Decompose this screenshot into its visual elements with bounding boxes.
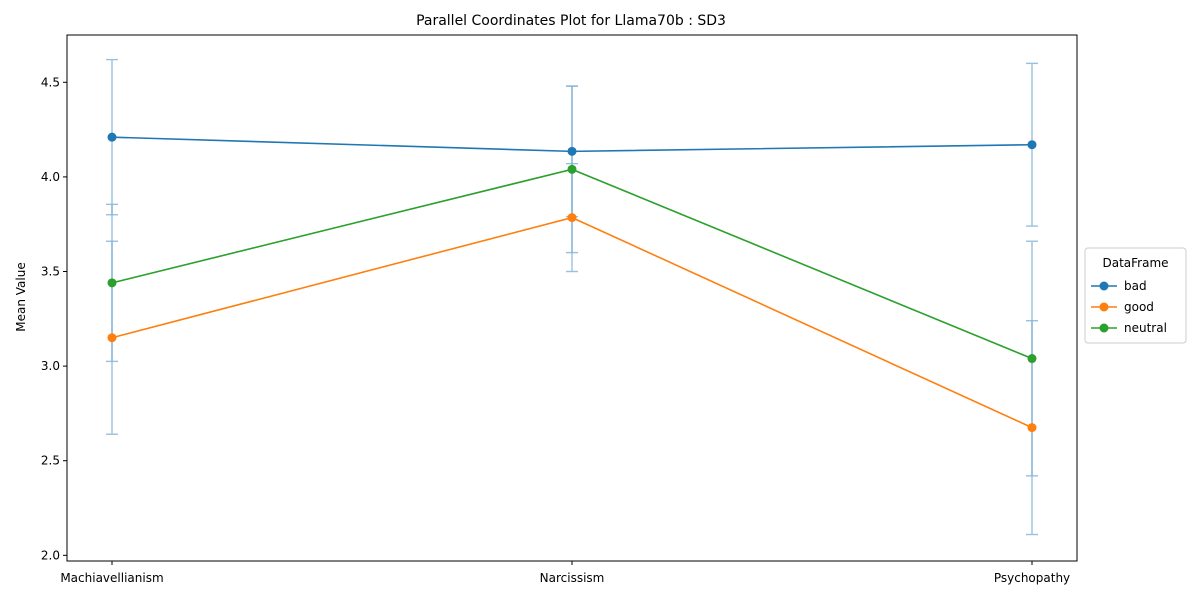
y-tick-label: 2.5 xyxy=(41,454,60,468)
legend: DataFrame bad good neutral xyxy=(1084,247,1187,344)
data-point-bad xyxy=(1027,140,1037,150)
legend-marker-neutral xyxy=(1099,323,1109,333)
y-axis-label: Mean Value xyxy=(14,262,28,331)
data-point-neutral xyxy=(107,278,117,288)
y-tick-label: 4.5 xyxy=(41,75,60,89)
x-tick-label: Psychopathy xyxy=(994,571,1070,585)
data-point-good xyxy=(107,333,117,343)
data-point-bad xyxy=(567,146,577,156)
data-point-bad xyxy=(107,132,117,142)
legend-label-good: good xyxy=(1124,300,1154,314)
y-tick-label: 4.0 xyxy=(41,170,60,184)
chart-title: Parallel Coordinates Plot for Llama70b :… xyxy=(416,13,726,29)
data-point-neutral xyxy=(1027,354,1037,364)
y-tick-label: 3.5 xyxy=(41,265,60,279)
legend-box xyxy=(1084,247,1187,344)
data-point-neutral xyxy=(567,164,577,174)
legend-marker-good xyxy=(1099,302,1109,312)
y-tick-label: 2.0 xyxy=(41,548,60,562)
legend-title: DataFrame xyxy=(1102,256,1168,270)
data-point-good xyxy=(567,213,577,223)
data-point-good xyxy=(1027,423,1037,433)
y-tick-label: 3.0 xyxy=(41,359,60,373)
x-tick-label: Machiavellianism xyxy=(60,571,163,585)
legend-marker-bad xyxy=(1099,281,1109,291)
legend-label-neutral: neutral xyxy=(1124,321,1167,335)
legend-label-bad: bad xyxy=(1124,279,1147,293)
plot-area: 2.0 2.5 3.0 3.5 4.0 4.5 Machiavellianism Narcis… xyxy=(41,34,1078,585)
x-tick-label: Narcissism xyxy=(540,571,605,585)
